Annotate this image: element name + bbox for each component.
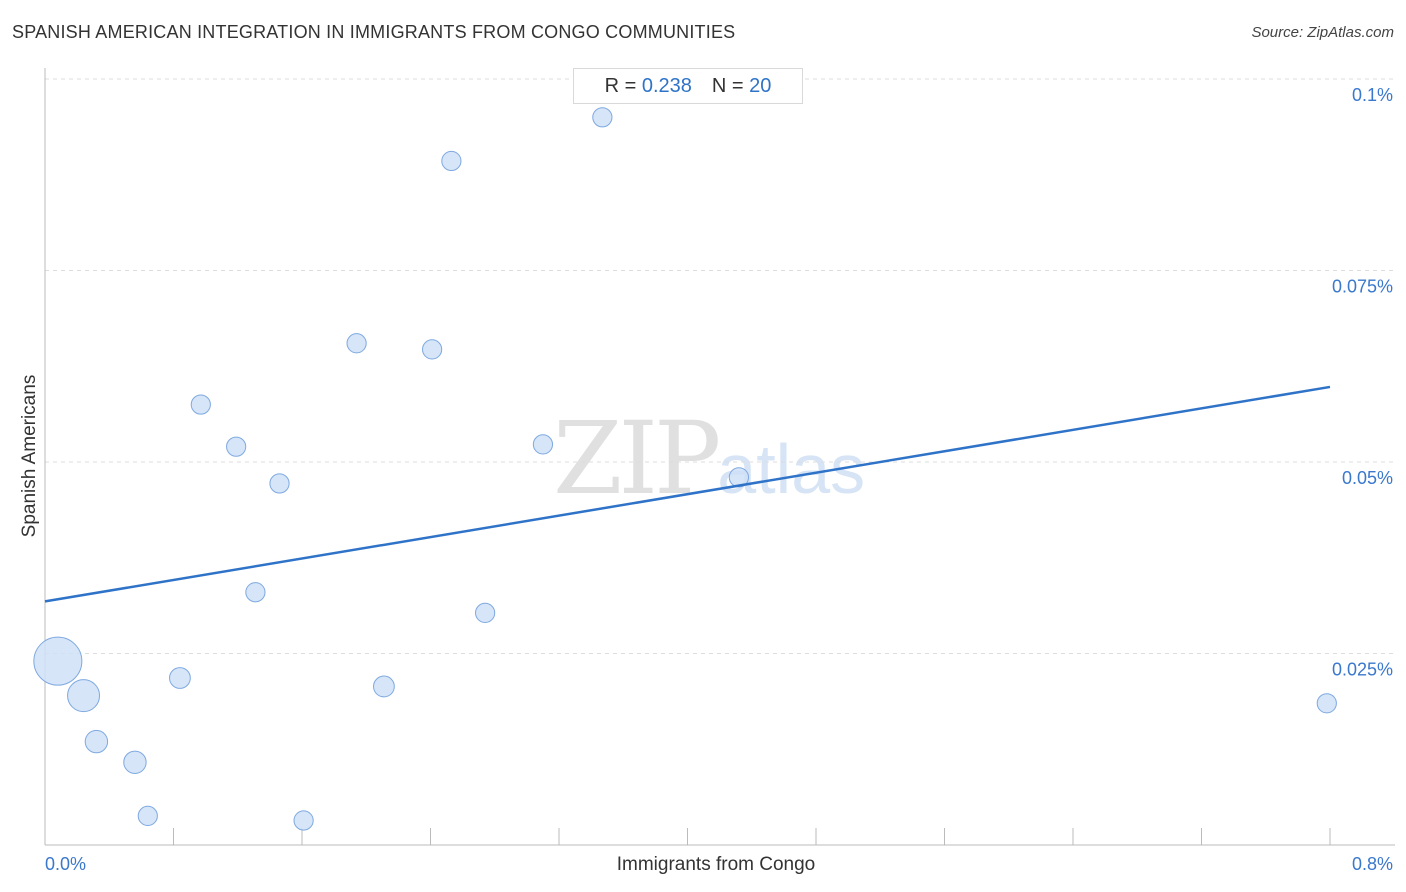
data-point <box>422 339 443 360</box>
data-point <box>475 602 496 624</box>
y-tick-label: 0.05% <box>1342 468 1393 488</box>
r-label: R = <box>604 74 637 97</box>
data-point <box>245 582 266 603</box>
data-point <box>373 675 395 698</box>
data-point <box>728 467 750 488</box>
data-point <box>293 810 314 831</box>
watermark-zip: ZIP <box>553 400 721 517</box>
y-tick-label: 0.075% <box>1332 277 1393 297</box>
data-point <box>269 473 290 494</box>
trend-line-group <box>44 385 1331 603</box>
x-tick-label: 0.8% <box>1352 854 1393 874</box>
data-point <box>226 436 247 457</box>
data-point <box>33 636 83 686</box>
n-label: N = <box>711 74 744 97</box>
y-tick-label: 0.025% <box>1332 660 1393 680</box>
data-point <box>169 667 191 689</box>
chart-title: SPANISH AMERICAN INTEGRATION IN IMMIGRAN… <box>12 22 736 42</box>
y-axis-title: Spanish Americans <box>19 375 40 538</box>
r-value: 0.238 <box>641 74 692 97</box>
data-point <box>532 434 554 455</box>
data-points <box>33 107 1337 831</box>
stats-box: R = 0.238 N = 20 <box>573 68 803 104</box>
data-point <box>84 729 109 754</box>
trend-line <box>44 385 1331 603</box>
x-tick-label: 0.0% <box>45 854 86 874</box>
data-point <box>137 805 158 826</box>
axes <box>44 68 1395 846</box>
data-point <box>67 679 101 713</box>
source-label: Source: ZipAtlas.com <box>1251 24 1394 41</box>
data-point <box>123 750 147 774</box>
data-point <box>592 107 613 128</box>
data-point <box>441 150 462 172</box>
n-value: 20 <box>749 74 772 97</box>
y-tick-label: 0.1% <box>1352 85 1393 105</box>
data-point <box>190 394 211 415</box>
tick-labels: 0.1% 0.075% 0.05% 0.025% 0.0% 0.8% Immigrants … <box>19 85 1393 875</box>
data-point <box>346 333 367 354</box>
data-point <box>1316 693 1337 714</box>
x-axis-title: Immigrants from Congo <box>617 854 816 875</box>
